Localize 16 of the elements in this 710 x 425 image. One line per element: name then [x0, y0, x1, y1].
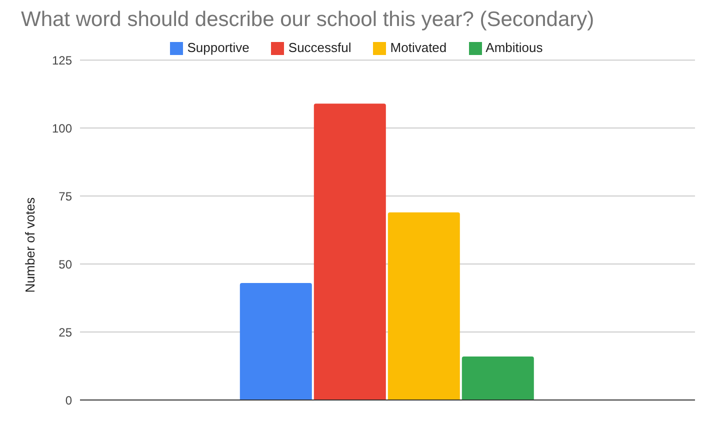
- bar: [314, 104, 386, 400]
- y-tick-label: 50: [58, 257, 72, 272]
- bar: [462, 356, 534, 400]
- y-tick-label: 125: [52, 53, 72, 68]
- y-tick-label: 100: [52, 121, 72, 136]
- legend-label: Supportive: [187, 40, 250, 55]
- legend-label: Successful: [288, 40, 352, 55]
- legend-label: Motivated: [390, 40, 447, 55]
- bar: [388, 212, 460, 400]
- y-tick-label: 25: [58, 325, 72, 340]
- bar: [240, 283, 312, 400]
- y-tick-label: 75: [58, 189, 72, 204]
- chart-title: What word should describe our school this year? (Secondary): [21, 8, 594, 32]
- y-axis-title: Number of votes: [22, 197, 38, 293]
- y-tick-label: 0: [65, 393, 72, 408]
- legend-label: Ambitious: [486, 40, 543, 55]
